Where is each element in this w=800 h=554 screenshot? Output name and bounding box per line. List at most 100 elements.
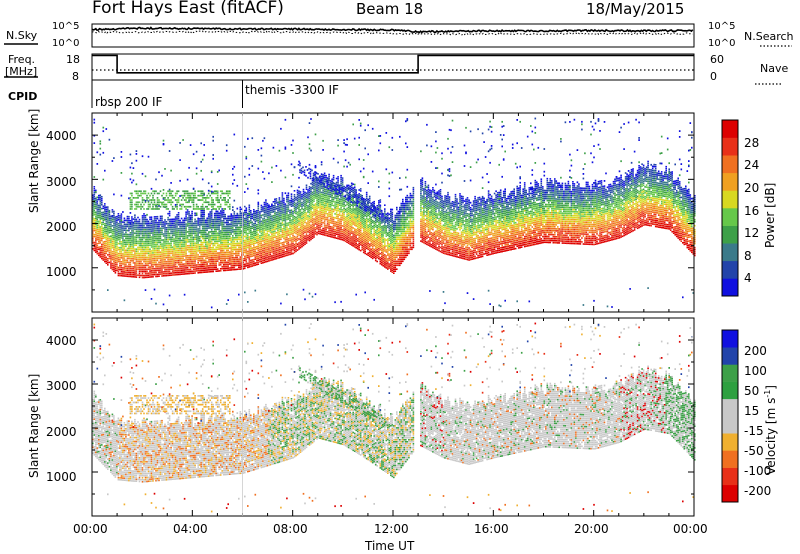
power-cell bbox=[180, 227, 183, 230]
power-cell bbox=[256, 247, 258, 250]
power-cell bbox=[271, 207, 273, 209]
power-cell bbox=[239, 208, 242, 211]
power-cell bbox=[105, 226, 108, 229]
power-cell bbox=[256, 251, 258, 254]
power-cell bbox=[293, 196, 296, 198]
power-cell bbox=[170, 232, 172, 235]
power-cell bbox=[161, 225, 163, 227]
power-cell bbox=[280, 234, 282, 237]
power-cell bbox=[251, 261, 254, 263]
power-cell bbox=[296, 197, 299, 200]
power-cell bbox=[200, 269, 202, 272]
power-cell bbox=[227, 263, 229, 265]
power-cell bbox=[219, 230, 222, 232]
power-cell bbox=[232, 231, 234, 233]
power-cell bbox=[189, 264, 192, 267]
power-cell bbox=[298, 222, 300, 224]
power-cell bbox=[200, 245, 202, 248]
power-cell bbox=[111, 209, 114, 211]
power-cell bbox=[191, 222, 193, 225]
power-cell bbox=[168, 214, 171, 217]
power-cell bbox=[201, 225, 204, 228]
power-cell bbox=[183, 263, 186, 265]
power-cell bbox=[265, 225, 267, 227]
power-cell bbox=[319, 189, 321, 191]
power-cell bbox=[329, 200, 332, 202]
power-cell bbox=[206, 271, 208, 273]
power-cell bbox=[167, 222, 169, 225]
power-cell bbox=[257, 219, 260, 222]
power-cell bbox=[304, 221, 306, 224]
power-cell bbox=[269, 221, 272, 224]
power-cell bbox=[325, 230, 327, 233]
power-cell bbox=[341, 229, 344, 231]
power-cell bbox=[293, 239, 296, 242]
power-cell bbox=[116, 249, 118, 252]
power-cell bbox=[170, 244, 172, 247]
power-cell bbox=[302, 228, 305, 231]
power-cell bbox=[173, 252, 175, 254]
power-cell bbox=[272, 252, 275, 255]
power-cell bbox=[256, 257, 258, 260]
power-cell bbox=[265, 207, 267, 209]
power-cell bbox=[284, 146, 287, 149]
power-cell bbox=[120, 221, 123, 223]
power-cell bbox=[153, 288, 156, 291]
power-cell bbox=[113, 254, 115, 257]
power-cell bbox=[248, 173, 251, 176]
power-cell bbox=[239, 218, 242, 221]
power-cell bbox=[168, 252, 171, 255]
power-cell bbox=[338, 232, 341, 234]
power-cell bbox=[268, 204, 270, 206]
power-cell bbox=[218, 244, 220, 246]
power-cell bbox=[257, 215, 260, 218]
power-cell bbox=[98, 214, 100, 217]
power-cell bbox=[236, 268, 239, 271]
power-cell bbox=[144, 266, 147, 269]
power-cell bbox=[185, 229, 187, 231]
power-cell bbox=[212, 220, 214, 223]
power-cell bbox=[131, 181, 133, 184]
power-cell bbox=[277, 241, 279, 243]
power-cell bbox=[164, 223, 166, 225]
power-cell bbox=[302, 230, 305, 233]
power-cell bbox=[107, 238, 109, 240]
power-cell bbox=[165, 254, 168, 257]
power-cell bbox=[343, 201, 345, 204]
power-cell bbox=[188, 250, 190, 253]
power-cell bbox=[278, 211, 281, 213]
power-cell bbox=[292, 204, 294, 207]
power-cell bbox=[329, 221, 332, 224]
power-cell bbox=[233, 165, 236, 168]
power-cell bbox=[102, 243, 105, 245]
power-cell bbox=[250, 261, 252, 264]
power-cell bbox=[323, 190, 326, 192]
power-cell bbox=[92, 230, 94, 232]
power-cell bbox=[247, 250, 249, 253]
power-cell bbox=[186, 235, 189, 237]
power-cell bbox=[159, 263, 162, 265]
power-cell bbox=[298, 220, 300, 222]
power-cell bbox=[138, 222, 141, 225]
power-cell bbox=[111, 266, 114, 269]
power-cell bbox=[114, 218, 117, 220]
power-cell bbox=[108, 247, 111, 250]
power-cell bbox=[96, 213, 99, 215]
power-cell bbox=[296, 235, 299, 237]
power-cell bbox=[302, 220, 305, 223]
power-cell bbox=[310, 220, 312, 223]
power-cell bbox=[122, 257, 124, 259]
power-cell bbox=[185, 259, 187, 261]
power-cell bbox=[161, 231, 163, 233]
power-cell bbox=[284, 192, 287, 195]
power-cell bbox=[123, 275, 126, 277]
power-cell bbox=[150, 232, 153, 234]
power-cell bbox=[210, 219, 213, 221]
power-cell bbox=[93, 188, 96, 190]
power-cell bbox=[253, 232, 255, 235]
power-cell bbox=[192, 266, 195, 268]
power-cell bbox=[239, 250, 242, 252]
power-cell bbox=[250, 243, 252, 246]
power-cell bbox=[149, 276, 151, 278]
power-cell bbox=[317, 230, 320, 233]
